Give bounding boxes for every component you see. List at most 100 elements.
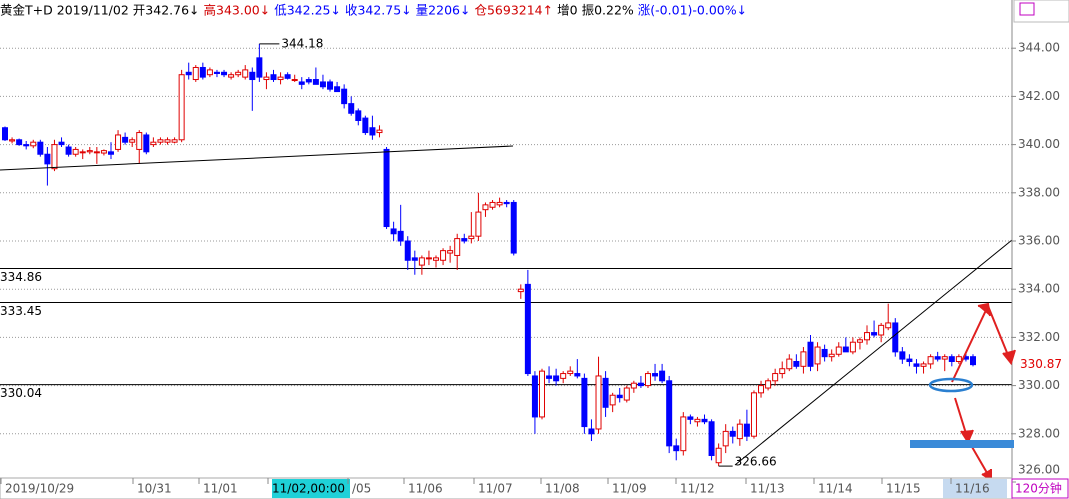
- x-tick-label: 11/08: [545, 482, 580, 496]
- candle-body: [941, 356, 948, 360]
- candle-body: [849, 341, 856, 353]
- candle-body: [835, 346, 842, 355]
- header-item: 涨(-0.01)-0.00%↓: [638, 3, 747, 18]
- candle-body: [454, 238, 461, 256]
- candle-body: [376, 129, 383, 134]
- candle-body: [680, 416, 687, 452]
- candle-body: [560, 373, 567, 379]
- x-tick-label: 11/16: [955, 482, 990, 496]
- y-tick-label: 340.00: [1018, 137, 1060, 151]
- candle-body: [397, 230, 404, 242]
- x-label-highlight: [272, 479, 350, 498]
- candle-body: [722, 430, 729, 447]
- candle-body: [694, 418, 701, 423]
- candle-body: [750, 392, 757, 437]
- candle-body: [305, 79, 312, 83]
- candle-body: [920, 363, 927, 367]
- x-tick-label: 11/14: [818, 482, 853, 496]
- level-label: 330.04: [0, 386, 42, 400]
- candle-body: [970, 356, 976, 366]
- candle-body: [9, 139, 16, 142]
- candle-body: [44, 153, 51, 165]
- candle-body: [249, 71, 256, 81]
- header: 黄金T+D 2019/11/02 开342.76↓ 高343.00↓ 低342.25↓ 收…: [0, 3, 747, 18]
- header-item: 增0: [557, 3, 578, 18]
- y-tick-label: 332.00: [1018, 330, 1060, 344]
- candle-body: [319, 81, 326, 88]
- candle-body: [637, 382, 644, 387]
- candle-body: [150, 141, 157, 146]
- candle-body: [715, 447, 722, 464]
- candle-body: [892, 322, 899, 353]
- y-tick-label: 342.00: [1018, 89, 1060, 103]
- highlight-bar: [910, 440, 1014, 448]
- x-tick-label: /05: [352, 482, 371, 496]
- candle-body: [51, 144, 58, 170]
- candle-body: [955, 356, 962, 362]
- candle-body: [157, 139, 164, 143]
- candle-body: [312, 79, 319, 85]
- candle-body: [341, 88, 348, 105]
- candle-body: [567, 370, 574, 375]
- x-tick-label: 11/02,00:00: [272, 482, 345, 496]
- candle-body: [390, 228, 397, 235]
- corner-box: [1013, 0, 1069, 23]
- candle-body: [72, 148, 79, 155]
- candle-body: [673, 445, 680, 452]
- candle-body: [524, 283, 531, 375]
- candle-body: [2, 127, 8, 141]
- candle-body: [602, 377, 609, 408]
- candle-body: [115, 134, 122, 150]
- low-label: 326.66: [735, 455, 777, 469]
- candle-body: [948, 356, 955, 362]
- header-item: 2019/11/02: [57, 3, 129, 18]
- grid: 334.86 333.45 330.04: [0, 47, 1012, 483]
- candle-body: [65, 146, 72, 155]
- highlight-ellipse: [928, 377, 974, 393]
- candle-body: [878, 324, 885, 336]
- x-tick-label: 10/31: [137, 482, 172, 496]
- candle-body: [927, 356, 934, 365]
- candle-body: [16, 139, 23, 146]
- x-tick-label: 11/07: [478, 482, 513, 496]
- candle-body: [242, 69, 249, 78]
- candle-body: [871, 332, 878, 336]
- candle-body: [814, 346, 821, 365]
- candle-body: [30, 141, 37, 147]
- candle-body: [538, 370, 545, 418]
- candle-body: [143, 134, 150, 153]
- candle-body: [100, 150, 107, 154]
- candle-body: [263, 76, 270, 81]
- header-item: 振0.22%: [582, 3, 634, 18]
- candle-body: [772, 373, 779, 382]
- header-item: 黄金T+D: [0, 3, 53, 18]
- candle-body: [221, 71, 228, 76]
- candle-body: [468, 235, 475, 240]
- header-item: 量2206↓: [416, 3, 471, 18]
- candles: [2, 43, 976, 467]
- x-tick-label: 11/13: [750, 482, 785, 496]
- candle-body: [355, 110, 362, 122]
- candle-body: [482, 204, 489, 211]
- candle-body: [256, 57, 263, 78]
- corner-icon[interactable]: [1019, 2, 1035, 16]
- level-label: 333.45: [0, 304, 42, 318]
- x-tick-label: 2019/10/29: [5, 482, 74, 496]
- candle-body: [510, 201, 517, 254]
- candle-body: [206, 69, 213, 76]
- candle-body: [496, 201, 503, 206]
- y-tick-label: 344.00: [1018, 41, 1060, 55]
- candle-body: [489, 201, 496, 208]
- header-item: 仓5693214↑: [474, 3, 553, 18]
- x-label-highlight: [943, 479, 1007, 498]
- trend-line: [0, 145, 514, 171]
- candle-body: [107, 151, 114, 155]
- candle-body: [595, 375, 602, 430]
- candle-body: [743, 423, 750, 437]
- candle-body: [277, 76, 284, 81]
- trend-line: [734, 239, 1013, 466]
- candle-body: [906, 358, 913, 362]
- candle-body: [425, 257, 432, 260]
- header-item: 开342.76↓: [133, 3, 200, 18]
- candle-body: [842, 346, 849, 353]
